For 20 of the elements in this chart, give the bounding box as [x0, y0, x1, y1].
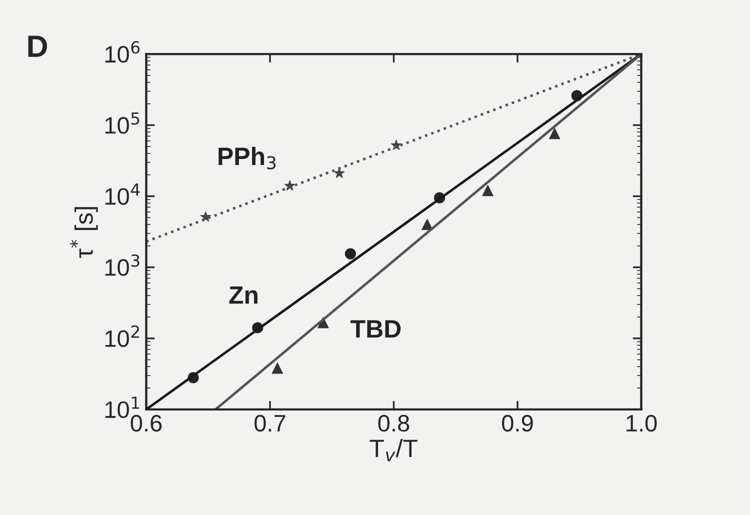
point [344, 248, 356, 260]
y-tick-label: 10$^{6}$ [105, 41, 140, 63]
x-axis-title: T$_{v}$/T [370, 438, 418, 462]
series-label: TBD [350, 320, 401, 338]
y-tick-label: 10$^{3}$ [105, 254, 140, 276]
x-tick-label: 0.7 [254, 414, 286, 432]
text: D [28, 36, 48, 57]
x-tick-label: 0.9 [502, 414, 533, 432]
point [549, 128, 560, 140]
point [422, 218, 433, 230]
series-label: Zn [229, 286, 258, 304]
y-tick-label: 10$^{5}$ [105, 112, 140, 134]
point [272, 362, 283, 374]
y-tick-label: 10$^{4}$ [105, 184, 140, 205]
x-tick-label: 1.0 [626, 414, 657, 432]
y-axis-title: τ$^{*}$ [s] [70, 207, 98, 258]
point [482, 185, 494, 196]
y-tick-label: 10$^{2}$ [105, 325, 139, 347]
x-tick-label: 0.8 [378, 414, 410, 432]
series-label: PPh$_{3}$ [218, 146, 276, 170]
